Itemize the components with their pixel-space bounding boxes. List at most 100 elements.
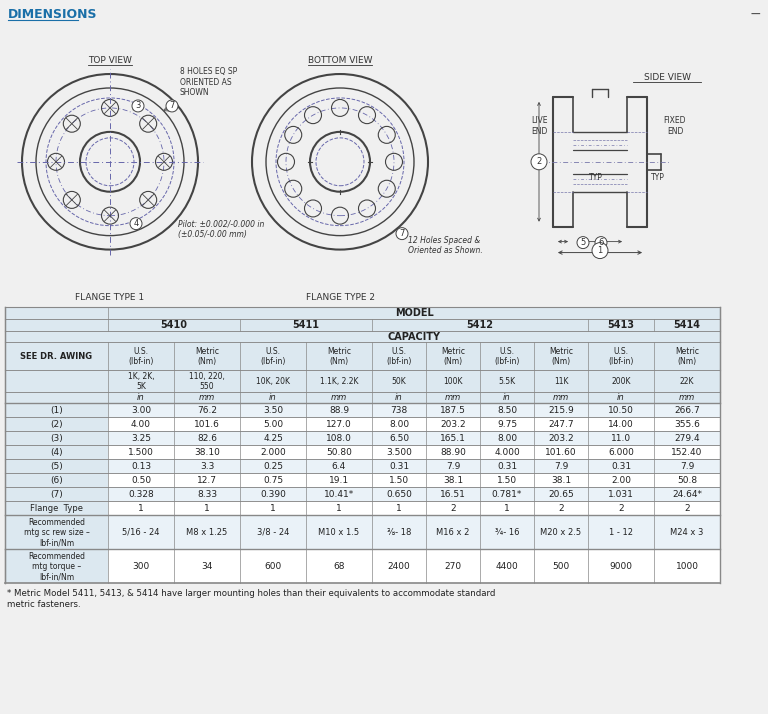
Text: 4: 4 bbox=[134, 219, 139, 228]
Text: 0.650: 0.650 bbox=[386, 490, 412, 499]
Text: 187.5: 187.5 bbox=[440, 406, 466, 415]
Bar bbox=[480, 431, 534, 446]
Bar bbox=[534, 516, 588, 550]
Text: (6): (6) bbox=[50, 476, 63, 485]
Text: M16 x 2: M16 x 2 bbox=[436, 528, 470, 537]
Text: 19.1: 19.1 bbox=[329, 476, 349, 485]
Circle shape bbox=[577, 236, 589, 248]
Bar bbox=[426, 403, 480, 418]
Bar bbox=[588, 473, 654, 488]
Text: 9.75: 9.75 bbox=[497, 420, 517, 429]
Bar bbox=[480, 550, 534, 583]
Text: in: in bbox=[270, 393, 276, 403]
Text: 247.7: 247.7 bbox=[548, 420, 574, 429]
Text: 127.0: 127.0 bbox=[326, 420, 352, 429]
Bar bbox=[306, 459, 372, 473]
Text: 50K: 50K bbox=[392, 377, 406, 386]
Bar bbox=[426, 418, 480, 431]
Text: 1: 1 bbox=[270, 504, 276, 513]
Bar bbox=[240, 371, 306, 393]
Bar bbox=[588, 459, 654, 473]
Text: 76.2: 76.2 bbox=[197, 406, 217, 415]
Bar bbox=[534, 446, 588, 459]
Bar bbox=[108, 431, 174, 446]
Bar bbox=[654, 431, 720, 446]
Text: 38.1: 38.1 bbox=[443, 476, 463, 485]
Circle shape bbox=[595, 236, 607, 248]
Bar bbox=[588, 418, 654, 431]
Circle shape bbox=[396, 228, 408, 240]
Bar bbox=[306, 431, 372, 446]
Text: 6.4: 6.4 bbox=[332, 462, 346, 471]
Text: CAPACITY: CAPACITY bbox=[388, 332, 441, 342]
Bar bbox=[306, 371, 372, 393]
Text: 7.9: 7.9 bbox=[445, 462, 460, 471]
Bar bbox=[372, 418, 426, 431]
Bar bbox=[108, 393, 174, 403]
Text: Metric
(Nm): Metric (Nm) bbox=[327, 347, 351, 366]
Bar bbox=[174, 550, 240, 583]
Bar bbox=[480, 403, 534, 418]
Text: 5.00: 5.00 bbox=[263, 420, 283, 429]
Text: DIMENSIONS: DIMENSIONS bbox=[8, 8, 98, 21]
Bar bbox=[588, 488, 654, 501]
Bar bbox=[588, 319, 654, 331]
Text: SIDE VIEW: SIDE VIEW bbox=[644, 73, 690, 81]
Text: U.S.
(lbf-in): U.S. (lbf-in) bbox=[128, 347, 154, 366]
Text: 50.8: 50.8 bbox=[677, 476, 697, 485]
Bar bbox=[5, 331, 108, 343]
Bar bbox=[480, 488, 534, 501]
Bar bbox=[588, 403, 654, 418]
Bar bbox=[306, 501, 372, 516]
Text: 8.00: 8.00 bbox=[497, 434, 517, 443]
Bar bbox=[426, 431, 480, 446]
Text: 203.2: 203.2 bbox=[548, 434, 574, 443]
Text: 5: 5 bbox=[581, 238, 586, 247]
Bar bbox=[480, 371, 534, 393]
Bar bbox=[534, 343, 588, 371]
Text: M20 x 2.5: M20 x 2.5 bbox=[541, 528, 581, 537]
Text: 1.500: 1.500 bbox=[128, 448, 154, 457]
Bar bbox=[174, 501, 240, 516]
Bar bbox=[426, 371, 480, 393]
Text: mm: mm bbox=[199, 393, 215, 403]
Bar bbox=[372, 431, 426, 446]
Text: 0.25: 0.25 bbox=[263, 462, 283, 471]
Bar bbox=[5, 488, 108, 501]
Text: TOP VIEW: TOP VIEW bbox=[88, 56, 132, 64]
Text: 5.5K: 5.5K bbox=[498, 377, 515, 386]
Bar bbox=[306, 488, 372, 501]
Bar bbox=[588, 431, 654, 446]
Text: 500: 500 bbox=[552, 562, 570, 571]
Text: FLANGE TYPE 2: FLANGE TYPE 2 bbox=[306, 293, 375, 302]
Text: 600: 600 bbox=[264, 562, 282, 571]
Bar bbox=[240, 516, 306, 550]
Bar bbox=[534, 431, 588, 446]
Text: Metric
(Nm): Metric (Nm) bbox=[675, 347, 699, 366]
Text: (1): (1) bbox=[50, 406, 63, 415]
Bar bbox=[306, 473, 372, 488]
Text: Metric
(Nm): Metric (Nm) bbox=[441, 347, 465, 366]
Text: 0.390: 0.390 bbox=[260, 490, 286, 499]
Text: 738: 738 bbox=[390, 406, 408, 415]
Bar bbox=[108, 501, 174, 516]
Text: U.S.
(lbf-in): U.S. (lbf-in) bbox=[495, 347, 520, 366]
Bar bbox=[534, 418, 588, 431]
Text: 82.6: 82.6 bbox=[197, 434, 217, 443]
Text: in: in bbox=[137, 393, 145, 403]
Bar bbox=[174, 418, 240, 431]
Bar bbox=[480, 393, 534, 403]
Text: 270: 270 bbox=[445, 562, 462, 571]
Text: in: in bbox=[617, 393, 625, 403]
Text: M24 x 3: M24 x 3 bbox=[670, 528, 703, 537]
Text: 7.9: 7.9 bbox=[680, 462, 694, 471]
Bar bbox=[372, 446, 426, 459]
Bar bbox=[426, 550, 480, 583]
Text: 1 - 12: 1 - 12 bbox=[609, 528, 633, 537]
Text: 1: 1 bbox=[396, 504, 402, 513]
Bar bbox=[588, 343, 654, 371]
Text: 2.00: 2.00 bbox=[611, 476, 631, 485]
Text: mm: mm bbox=[331, 393, 347, 403]
Bar bbox=[5, 308, 108, 319]
Bar bbox=[480, 343, 534, 371]
